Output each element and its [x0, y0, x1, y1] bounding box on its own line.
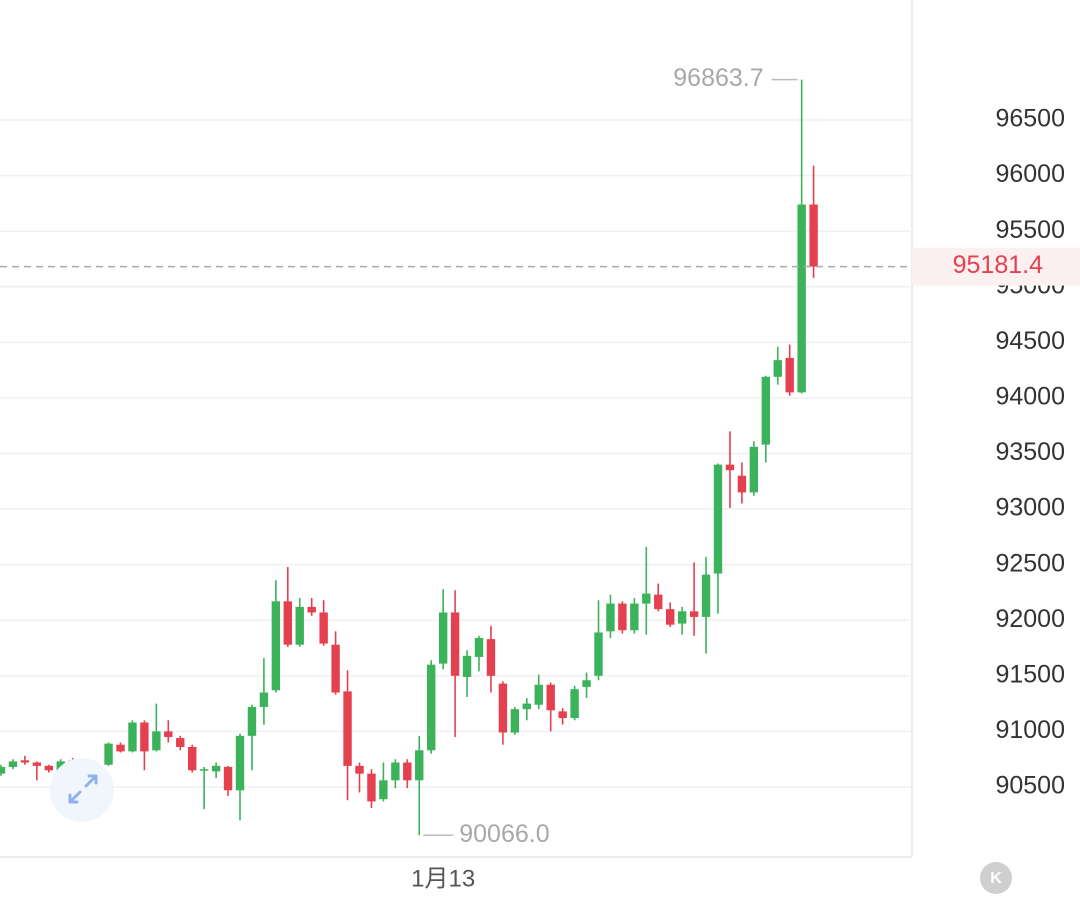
low-label: 90066.0 [459, 820, 549, 848]
candle-body [749, 446, 759, 493]
x-tick-label: 1月13 [411, 865, 475, 892]
candle-body [44, 765, 53, 771]
candle-body [20, 760, 30, 763]
candle-body [403, 762, 412, 781]
candle-body [474, 638, 484, 657]
y-tick-label: 94000 [995, 383, 1065, 411]
y-tick-label: 92500 [995, 549, 1065, 577]
candle-body [570, 689, 579, 719]
candle-body [630, 603, 639, 631]
candle-body [546, 684, 555, 711]
candle-body [594, 632, 603, 676]
y-tick-label: 91500 [995, 660, 1065, 688]
candle-body [809, 204, 818, 267]
candle-body [427, 664, 436, 751]
candle-body [104, 743, 113, 765]
y-tick-label: 95500 [995, 216, 1065, 244]
candle-body [522, 703, 531, 710]
y-tick-label: 96000 [995, 160, 1065, 188]
candle-body [797, 204, 806, 393]
candle-body [606, 603, 615, 632]
y-tick-label: 94500 [995, 327, 1065, 355]
candle-body [677, 611, 687, 624]
candle-body [701, 574, 711, 617]
candle-body [259, 692, 269, 707]
candle-body [164, 731, 173, 737]
high-label: 96863.7 [673, 64, 763, 92]
collapse-button[interactable]: K [980, 862, 1012, 894]
zoom-button[interactable] [50, 758, 114, 822]
candle-body [223, 766, 233, 791]
last-price-label: 95181.4 [953, 251, 1043, 279]
candle-body [8, 761, 18, 767]
candles [0, 79, 818, 836]
candle-body [642, 593, 651, 604]
candle-body [331, 644, 340, 693]
candle-body [271, 601, 281, 691]
candle-body [415, 750, 424, 781]
candle-body [558, 711, 567, 719]
last-price-box [912, 247, 1080, 286]
candle-body [319, 612, 328, 644]
candle-body [713, 464, 723, 574]
candle-body [773, 360, 782, 377]
y-tick-label: 90500 [995, 772, 1065, 800]
candle-body [343, 691, 352, 766]
candle-body [188, 746, 197, 771]
y-tick-label: 96500 [995, 105, 1065, 133]
candle-body [450, 612, 460, 676]
candle-body [116, 744, 125, 752]
candle-body [761, 376, 770, 445]
candle-body [486, 639, 496, 676]
candle-body [367, 773, 376, 802]
grid [0, 119, 912, 788]
svg-text:K: K [990, 870, 1002, 887]
y-tick-label: 93500 [995, 438, 1065, 466]
candle-body [582, 680, 591, 687]
candle-body [140, 722, 149, 752]
candle-body [355, 765, 364, 774]
candle-body [128, 722, 137, 752]
candle-body [247, 706, 257, 736]
candle-body [152, 731, 161, 751]
candle-body [462, 655, 472, 677]
candle-body [534, 684, 543, 705]
candle-body [618, 603, 627, 631]
candle-body [295, 606, 304, 645]
candle-body [211, 765, 221, 772]
candle-body [283, 601, 292, 645]
candle-body [498, 683, 508, 733]
candle-body [176, 738, 185, 747]
y-tick-label: 92000 [995, 605, 1065, 633]
candle-body [32, 762, 42, 766]
y-tick-label: 91000 [995, 716, 1065, 744]
candle-body [785, 357, 794, 393]
candle-body [391, 762, 400, 781]
candle-body [307, 606, 316, 613]
candle-body [438, 612, 448, 664]
candle-body [379, 780, 388, 800]
candle-body [510, 709, 520, 733]
candle-body [689, 611, 699, 617]
candle-body [654, 594, 663, 610]
y-tick-label: 93000 [995, 494, 1065, 522]
candle-body [737, 475, 747, 493]
candle-body [235, 735, 245, 791]
candle-body [0, 766, 6, 774]
candle-body [199, 769, 209, 771]
candle-body [666, 609, 675, 625]
candle-body [725, 464, 735, 471]
